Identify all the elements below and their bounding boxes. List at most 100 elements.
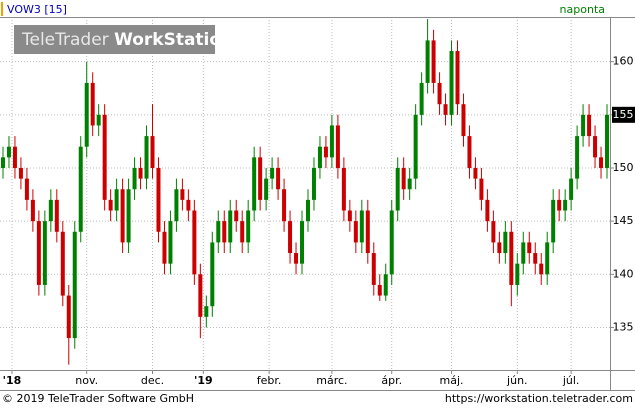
candle-body (78, 146, 83, 232)
candle-body (353, 221, 358, 243)
grid (0, 17, 610, 370)
candle-body (491, 221, 496, 243)
candle-body (150, 136, 155, 168)
x-tick-label: júl. (562, 374, 580, 387)
candle-body (174, 189, 179, 222)
candle-body (503, 231, 508, 254)
y-tick-label: 140 (613, 267, 634, 280)
candle-body (270, 167, 275, 179)
candle-body (443, 104, 448, 115)
candle-body (120, 189, 125, 243)
candle-body (48, 199, 53, 222)
candle-body (335, 125, 340, 168)
candle-body (407, 178, 412, 190)
candle-body (479, 178, 484, 200)
candle-body (581, 114, 586, 137)
x-tick-label: jún. (506, 374, 528, 387)
candle-body (264, 178, 269, 200)
y-tick-label: 155 (613, 108, 634, 121)
candle-body (72, 231, 77, 339)
x-tick-label: febr. (257, 374, 282, 387)
candle-body (18, 167, 23, 179)
candle-body (60, 231, 65, 296)
candle-body (593, 136, 598, 158)
candle-body (66, 295, 71, 339)
candle-body (341, 167, 346, 211)
candle-body (467, 136, 472, 168)
x-tick-label: márc. (316, 374, 347, 387)
footer-url: https://workstation.teletrader.com (445, 392, 633, 405)
candle-body (126, 189, 131, 243)
candle-body (12, 146, 17, 168)
symbol-marker (1, 2, 3, 16)
candle-body (288, 221, 293, 254)
candle-body (395, 167, 400, 211)
candle-body (144, 136, 149, 179)
candle-body (90, 82, 95, 126)
candle-body (569, 178, 574, 200)
candle-body (509, 231, 514, 285)
candle-body (0, 157, 5, 168)
y-tick-label: 160 (613, 55, 634, 68)
candle-body (138, 167, 143, 179)
candle-body (108, 199, 113, 211)
watermark-product: WorkStation (114, 30, 233, 50)
candle-body (198, 274, 203, 317)
candle-body (533, 253, 538, 264)
candle-body (246, 210, 251, 243)
candle-body (6, 146, 11, 158)
candle-body (527, 242, 532, 254)
candle-body (605, 114, 610, 168)
candle-body (222, 221, 227, 243)
x-tick-label: ápr. (381, 374, 402, 387)
x-tick-label: '19 (194, 374, 213, 387)
candle-body (252, 157, 257, 211)
candle-body (240, 221, 245, 243)
candle-body (497, 242, 502, 254)
watermark-brand: TeleTrader (21, 30, 109, 50)
candle-body (258, 157, 263, 200)
candle-body (557, 199, 562, 211)
candle-body (587, 114, 592, 137)
candle-body (389, 210, 394, 275)
candle-body (431, 40, 436, 83)
y-tick-label: 150 (613, 161, 634, 174)
candle-body (437, 82, 442, 105)
candle-body (401, 167, 406, 190)
candle-body (419, 82, 424, 115)
candle-body (485, 199, 490, 222)
candle-body (371, 253, 376, 285)
candle-body (114, 189, 119, 211)
watermark-text: TeleTrader WorkStation (21, 30, 233, 50)
candle-body (282, 189, 287, 222)
candle-body (24, 178, 29, 200)
copyright: © 2019 TeleTrader Software GmbH (2, 392, 194, 405)
candle-body (294, 253, 299, 264)
last-price-box (612, 106, 635, 123)
candle-body (323, 146, 328, 158)
x-tick-label: dec. (141, 374, 164, 387)
axes: 135 140 145 150 155 160 '18 nov. dec. '19 febr. már… (3, 55, 635, 387)
candle-body (210, 242, 215, 307)
candle-body (413, 114, 418, 179)
candle-body (461, 104, 466, 137)
x-tick-label: nov. (75, 374, 98, 387)
candle-body (102, 114, 107, 200)
candle-body (180, 189, 185, 200)
candles (0, 19, 610, 365)
candle-body (42, 221, 47, 285)
chart-title: VOW3 [15] (7, 3, 67, 16)
interval-label: naponta (560, 3, 605, 16)
candle-body (383, 274, 388, 296)
candle-body (168, 221, 173, 264)
candle-body (515, 263, 520, 285)
candle-body (473, 167, 478, 179)
x-tick-label: máj. (440, 374, 464, 387)
candle-body (216, 221, 221, 243)
candle-body (228, 210, 233, 243)
candle-body (359, 210, 364, 243)
candle-body (551, 199, 556, 243)
y-tick-label: 135 (613, 320, 634, 333)
